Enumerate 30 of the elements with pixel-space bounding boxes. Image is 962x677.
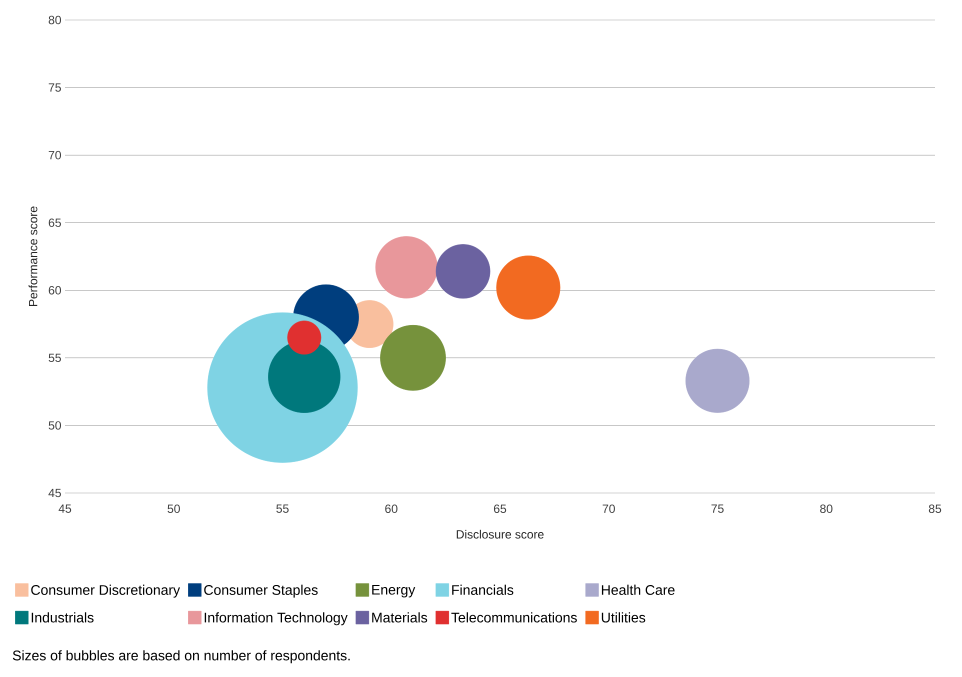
x-tick-label: 55 (276, 504, 289, 513)
y-tick-label: 60 (48, 286, 62, 295)
y-tick-label: 70 (48, 150, 62, 160)
legend-label: Financials (452, 584, 514, 595)
x-tick-label: 45 (58, 504, 72, 513)
x-tick-label: 80 (820, 504, 832, 513)
legend-label: Health Care (602, 584, 675, 595)
y-axis-title: Performance score (28, 206, 38, 306)
legend-label: Utilities (602, 612, 646, 623)
x-tick-label: 85 (928, 504, 942, 513)
y-tick-label: 55 (48, 354, 61, 362)
x-tick-label: 75 (711, 504, 724, 513)
y-tick-label: 45 (48, 488, 61, 498)
x-tick-label: 65 (494, 504, 506, 513)
x-tick-label: 70 (602, 504, 615, 513)
legend-label: Energy (372, 584, 416, 598)
legend-label: Consumer Staples (204, 584, 318, 598)
text: Sizes of bubbles are based on number of respondents. (12, 650, 350, 664)
legend-label: Materials (372, 612, 428, 623)
y-tick-label: 50 (48, 421, 62, 430)
x-axis-title: Disclosure score (456, 530, 544, 539)
y-tick-label: 65 (48, 218, 61, 227)
x-tick-label: 60 (385, 504, 398, 513)
y-tick-label: 80 (48, 16, 62, 24)
legend-label: Industrials (32, 612, 94, 623)
x-tick-label: 50 (168, 504, 180, 513)
legend-label: Telecommunications (451, 612, 577, 623)
y-tick-label: 75 (48, 83, 61, 92)
legend-label: Information Technology (204, 612, 348, 626)
legend-label: Consumer Discretionary (31, 584, 180, 598)
